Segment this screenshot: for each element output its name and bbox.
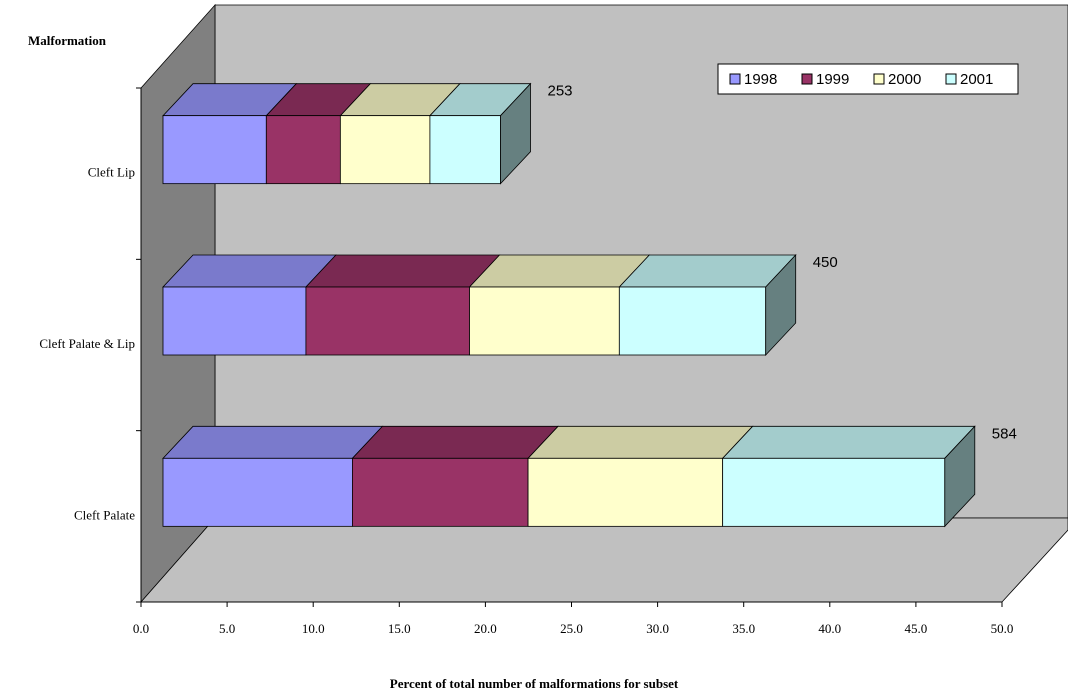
- total-label: 450: [813, 254, 838, 271]
- bar-top: [162, 425, 384, 459]
- floor: [140, 517, 1068, 603]
- x-tick-label: 35.0: [732, 621, 755, 636]
- bar-top: [618, 254, 797, 288]
- bar-front: [265, 115, 341, 185]
- x-tick-label: 30.0: [646, 621, 669, 636]
- x-tick-label: 0.0: [133, 621, 149, 636]
- x-tick-label: 15.0: [388, 621, 411, 636]
- category-label: Cleft Palate & Lip: [39, 336, 135, 351]
- bar-segment: [618, 253, 797, 357]
- category-label: Cleft Palate: [74, 507, 135, 522]
- bar-segment: [721, 425, 976, 528]
- legend-swatch: [801, 73, 813, 85]
- bar-side: [765, 253, 797, 357]
- bar-top: [527, 425, 754, 459]
- bar-top: [305, 254, 501, 288]
- bar-top: [351, 425, 559, 459]
- bar-top: [721, 425, 976, 459]
- x-tick-label: 25.0: [560, 621, 583, 636]
- category-label: Cleft Lip: [88, 165, 135, 180]
- bar-segment: [527, 425, 754, 527]
- bar-segment: [428, 82, 532, 185]
- legend: 1998 1999 2000 2001: [717, 63, 1019, 95]
- bar-side: [500, 82, 531, 185]
- x-axis-title: Percent of total number of malformations…: [390, 676, 679, 691]
- legend-label: 1998: [744, 71, 777, 88]
- bar-front: [618, 286, 767, 356]
- bar-front: [352, 457, 529, 527]
- legend-label: 2001: [960, 71, 993, 88]
- bar-front: [722, 457, 946, 527]
- bar-segment: [162, 83, 298, 185]
- bar-front: [469, 286, 620, 356]
- bar-segment: [162, 425, 384, 527]
- bar-front: [162, 115, 267, 185]
- legend-label: 2000: [888, 71, 921, 88]
- bar-segment: [305, 254, 501, 356]
- x-tick-label: 10.0: [302, 621, 325, 636]
- total-label: 584: [992, 425, 1017, 442]
- bar-segment: [265, 83, 372, 185]
- x-tick-label: 5.0: [219, 621, 235, 636]
- legend-swatch: [729, 73, 741, 85]
- bar-side: [944, 425, 976, 528]
- bar-front: [339, 115, 431, 185]
- bar-front: [527, 457, 724, 527]
- y-axis-title: Malformation: [28, 33, 107, 48]
- x-tick-label: 20.0: [474, 621, 497, 636]
- legend-label: 1999: [816, 71, 849, 88]
- bar-front: [162, 286, 307, 356]
- legend-swatch: [873, 73, 885, 85]
- bar-front: [305, 286, 470, 356]
- x-tick-label: 40.0: [818, 621, 841, 636]
- bar-top: [468, 254, 651, 288]
- bar-front: [429, 115, 501, 185]
- total-label: 253: [548, 83, 573, 100]
- x-tick-label: 45.0: [905, 621, 928, 636]
- x-tick-label: 50.0: [991, 621, 1014, 636]
- bar-segment: [339, 83, 461, 185]
- legend-box: [717, 63, 1019, 95]
- bar-segment: [468, 254, 651, 356]
- bar-front: [162, 457, 353, 527]
- legend-swatch: [945, 73, 957, 85]
- bar-segment: [351, 425, 559, 527]
- bar-segment: [162, 254, 337, 356]
